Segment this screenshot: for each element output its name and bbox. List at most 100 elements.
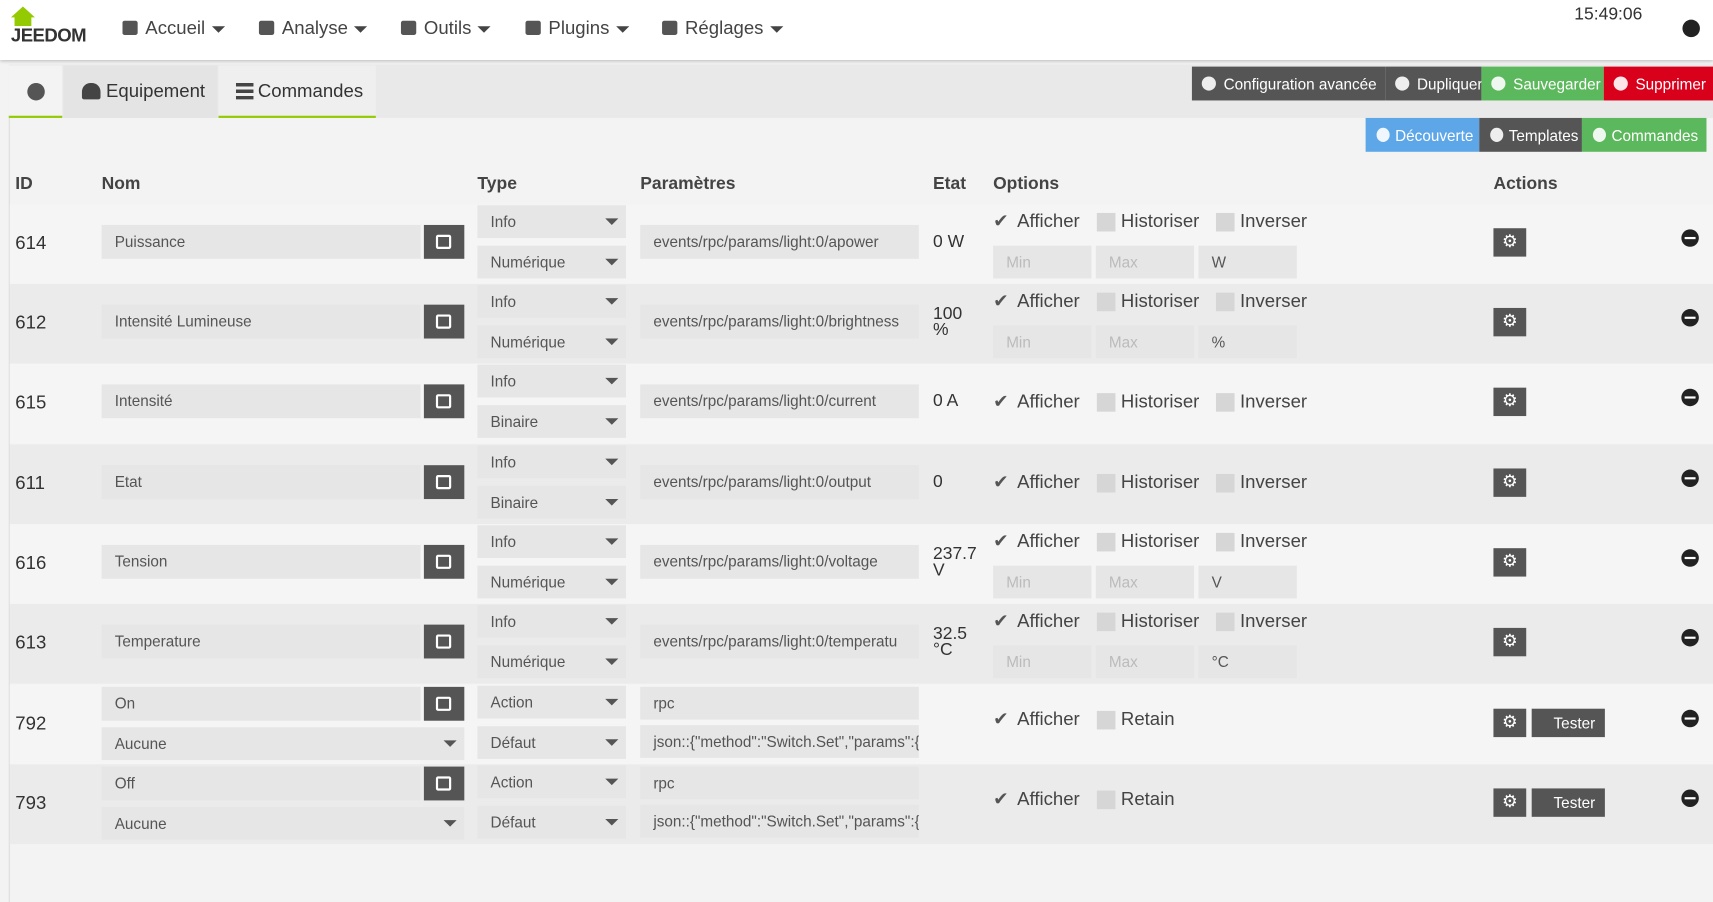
select[interactable]: Action <box>477 685 627 719</box>
param-input[interactable]: events/rpc/params/light:0/temperatu <box>640 624 919 659</box>
param-input[interactable]: events/rpc/params/light:0/voltage <box>640 544 919 579</box>
name-input[interactable]: Intensité <box>101 384 421 419</box>
param-input[interactable]: json::{"method":"Switch.Set","params":{ <box>640 804 919 838</box>
name-input[interactable]: Intensité Lumineuse <box>101 304 421 339</box>
select[interactable]: Numérique <box>477 245 627 279</box>
min-input[interactable]: Min <box>993 245 1092 279</box>
unit-input[interactable]: °C <box>1198 645 1297 679</box>
checkbox-checked: ✔ <box>993 530 1009 552</box>
select[interactable]: Binaire <box>477 485 627 519</box>
remove-bar <box>1684 556 1696 560</box>
max-input[interactable]: Max <box>1095 565 1195 599</box>
menu-item[interactable]: Outils <box>423 17 472 39</box>
config-button[interactable]: ⚙ <box>1493 627 1527 657</box>
select[interactable]: Action <box>477 765 627 799</box>
menu-item[interactable]: Accueil <box>145 17 206 39</box>
select[interactable]: Info <box>477 205 627 239</box>
name-input[interactable]: Etat <box>101 465 421 500</box>
checkbox[interactable] <box>1215 393 1235 412</box>
checkbox[interactable] <box>1096 292 1116 312</box>
unit-input[interactable]: W <box>1198 245 1297 279</box>
name-input[interactable]: Tension <box>101 544 421 579</box>
checkbox-checked: ✔ <box>993 708 1009 730</box>
clock: 15:49:06 <box>1574 5 1643 25</box>
generic-button[interactable] <box>423 766 465 801</box>
generic-button[interactable] <box>423 384 465 419</box>
generic-button[interactable] <box>423 304 465 339</box>
checkbox[interactable] <box>1096 710 1116 730</box>
select[interactable]: Binaire <box>477 405 627 438</box>
config-button[interactable]: ⚙ <box>1493 788 1527 817</box>
checkbox[interactable] <box>1215 532 1235 552</box>
checkbox-label: Inverser <box>1239 610 1308 632</box>
param-input[interactable]: rpc <box>640 766 919 800</box>
menu-item[interactable]: Réglages <box>684 17 764 39</box>
config-button[interactable]: ⚙ <box>1493 468 1527 497</box>
min-input[interactable]: Min <box>993 325 1092 359</box>
generic-button[interactable] <box>423 624 465 659</box>
param-input[interactable]: events/rpc/params/light:0/apower <box>640 224 919 259</box>
min-input[interactable]: Min <box>993 645 1092 679</box>
max-input[interactable]: Max <box>1095 245 1195 279</box>
checkbox-label: Retain <box>1120 788 1175 810</box>
name-input[interactable]: Puissance <box>101 224 421 259</box>
param-input[interactable]: events/rpc/params/light:0/brightness <box>640 304 919 339</box>
checkbox-label: Historiser <box>1120 610 1200 632</box>
generic-button[interactable] <box>423 544 465 579</box>
checkbox[interactable] <box>1096 790 1116 810</box>
config-button[interactable]: ⚙ <box>1493 228 1527 257</box>
param-input[interactable]: events/rpc/params/light:0/current <box>640 384 919 419</box>
select[interactable]: Info <box>477 604 627 638</box>
action-button[interactable] <box>1191 66 1386 101</box>
name-input[interactable]: On <box>101 686 421 721</box>
param-input[interactable]: events/rpc/params/light:0/output <box>640 465 919 500</box>
select[interactable]: Aucune <box>101 806 465 840</box>
unit-input[interactable]: % <box>1198 325 1297 359</box>
menu-item[interactable]: Plugins <box>548 17 610 39</box>
test-button[interactable] <box>1531 708 1605 738</box>
param-input[interactable]: json::{"method":"Switch.Set","params":{ <box>640 725 919 758</box>
button-label: Configuration avancée <box>1223 75 1377 93</box>
select[interactable]: Info <box>477 445 627 479</box>
select[interactable]: Numérique <box>477 645 627 679</box>
max-input[interactable]: Max <box>1095 325 1195 359</box>
checkbox[interactable] <box>1096 473 1116 493</box>
caret <box>605 698 619 706</box>
checkbox[interactable] <box>1096 393 1116 412</box>
select[interactable]: Info <box>477 364 627 398</box>
caret <box>353 26 368 33</box>
test-button[interactable] <box>1531 788 1605 817</box>
param-input[interactable]: rpc <box>640 686 919 720</box>
menu-item[interactable]: Analyse <box>281 17 348 39</box>
checkbox[interactable] <box>1215 212 1235 232</box>
config-button[interactable]: ⚙ <box>1493 548 1527 577</box>
checkbox[interactable] <box>1215 292 1235 312</box>
checkbox[interactable] <box>1096 532 1116 552</box>
generic-button[interactable] <box>423 465 465 500</box>
select[interactable]: Défaut <box>477 726 627 759</box>
select[interactable]: Info <box>477 525 627 559</box>
checkbox[interactable] <box>1215 473 1235 493</box>
select[interactable]: Info <box>477 285 627 318</box>
command-id: 611 <box>15 472 45 494</box>
generic-button[interactable] <box>423 686 465 721</box>
min-input[interactable]: Min <box>993 565 1092 599</box>
select[interactable]: Numérique <box>477 565 627 599</box>
config-button[interactable]: ⚙ <box>1493 387 1527 417</box>
config-button[interactable]: ⚙ <box>1493 307 1527 337</box>
select[interactable]: Numérique <box>477 325 627 359</box>
checkbox[interactable] <box>1215 612 1235 632</box>
back-icon <box>27 82 45 101</box>
caret <box>605 538 619 545</box>
config-button[interactable]: ⚙ <box>1493 708 1527 738</box>
select[interactable]: Défaut <box>477 805 627 839</box>
unit-input[interactable]: V <box>1198 565 1297 599</box>
select[interactable]: Aucune <box>101 727 465 761</box>
checkbox[interactable] <box>1096 212 1116 232</box>
name-input[interactable]: Off <box>101 766 421 801</box>
name-input[interactable]: Temperature <box>101 624 421 659</box>
max-input[interactable]: Max <box>1095 645 1195 679</box>
checkbox[interactable] <box>1096 612 1116 632</box>
generic-button[interactable] <box>423 224 465 259</box>
remove-bar <box>1684 316 1696 319</box>
